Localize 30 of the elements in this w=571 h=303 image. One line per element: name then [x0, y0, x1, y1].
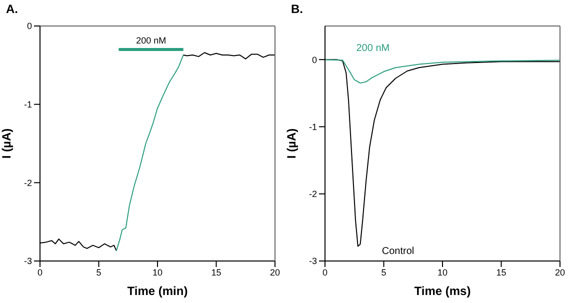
y-tick-label: -2	[308, 189, 317, 200]
y-tick-label: -2	[24, 178, 32, 188]
y-tick-label: -1	[24, 100, 32, 110]
y-tick-label: 0	[312, 54, 317, 65]
y-tick-label: -3	[24, 256, 32, 266]
x-tick-label: 0	[37, 267, 43, 278]
chart-title: B.	[291, 2, 303, 16]
x-tick-label: 10	[437, 267, 448, 278]
y-tick-label: -1	[308, 122, 317, 132]
y-tick-label: 0	[26, 21, 32, 32]
series-label: 200 nM	[356, 43, 390, 54]
x-axis-title: Time (min)	[127, 284, 188, 298]
y-tick-label: -3	[308, 256, 317, 266]
text: Control	[382, 246, 414, 258]
line-series	[182, 52, 275, 60]
y-axis-title: I (µA)	[284, 128, 298, 159]
x-tick-label: 15	[211, 267, 222, 278]
line-series	[116, 54, 184, 252]
x-tick-label: 20	[270, 267, 280, 278]
y-axis-title: I (µA)	[0, 128, 14, 159]
series-label: 200 nM	[136, 36, 166, 46]
line-series	[325, 59, 560, 84]
x-tick-label: 15	[496, 267, 506, 278]
x-tick-label: 0	[322, 267, 328, 278]
x-tick-label: 10	[152, 267, 163, 278]
chart-title: A.	[6, 2, 18, 16]
x-tick-label: 20	[554, 267, 566, 278]
x-axis-title: Time (ms)	[414, 284, 471, 298]
x-tick-label: 5	[381, 267, 386, 278]
x-tick-label: 5	[96, 267, 102, 278]
